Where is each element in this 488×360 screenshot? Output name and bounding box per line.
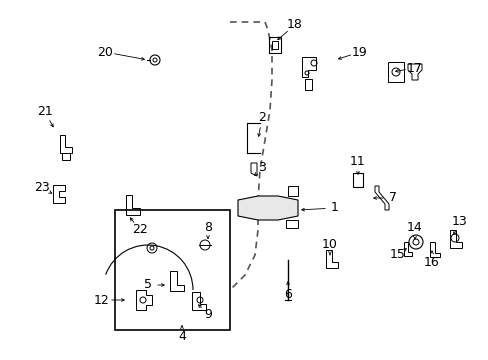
Text: 20: 20 — [97, 45, 113, 58]
Text: 7: 7 — [388, 192, 396, 204]
Bar — [352, 173, 362, 187]
Bar — [271, 41, 278, 49]
Text: 3: 3 — [258, 162, 265, 175]
Text: 6: 6 — [284, 288, 291, 301]
Text: 21: 21 — [37, 105, 53, 118]
Text: 13: 13 — [451, 216, 467, 229]
Text: 14: 14 — [407, 221, 422, 234]
Bar — [115, 210, 229, 330]
Text: 23: 23 — [34, 181, 50, 194]
Text: 18: 18 — [286, 18, 303, 31]
Text: 19: 19 — [351, 45, 367, 58]
Text: 12: 12 — [94, 293, 110, 306]
Polygon shape — [238, 196, 297, 220]
Text: 17: 17 — [406, 62, 422, 75]
Text: 22: 22 — [132, 224, 147, 237]
Text: 8: 8 — [203, 221, 212, 234]
Text: 15: 15 — [389, 248, 405, 261]
Text: 16: 16 — [423, 256, 439, 269]
Text: 10: 10 — [322, 238, 337, 252]
Text: 11: 11 — [349, 156, 365, 168]
Bar — [268, 37, 281, 53]
Text: 9: 9 — [203, 309, 211, 321]
Text: 5: 5 — [143, 279, 152, 292]
Text: 2: 2 — [258, 112, 265, 125]
Text: 1: 1 — [330, 202, 338, 215]
Text: 4: 4 — [178, 329, 185, 342]
